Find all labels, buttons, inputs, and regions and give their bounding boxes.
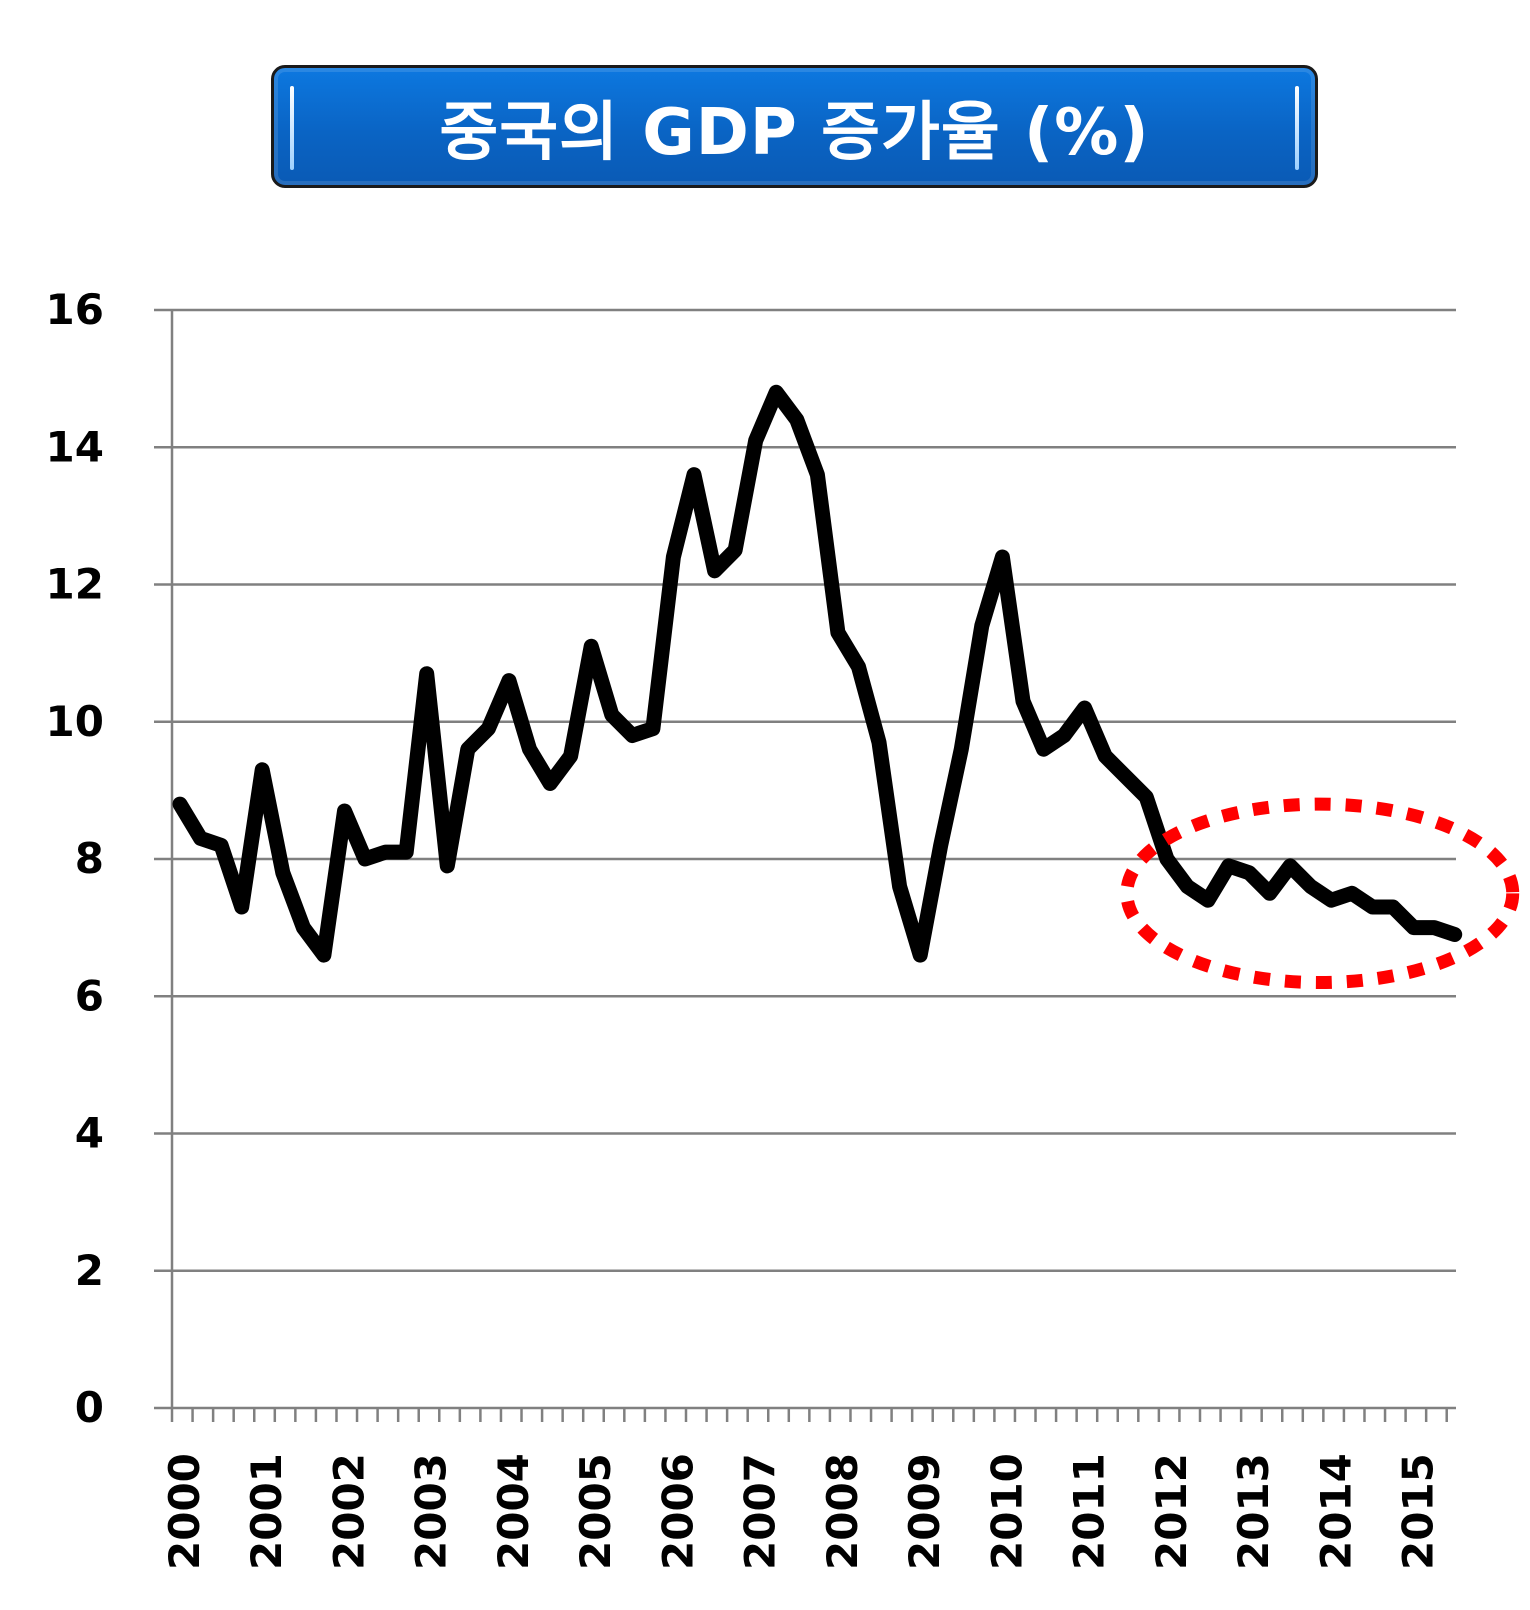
x-tick-label: 2002 — [324, 1453, 373, 1570]
y-tick-label: 4 — [75, 1109, 104, 1158]
y-tick-label: 16 — [46, 285, 104, 334]
y-tick-label: 0 — [75, 1383, 104, 1432]
y-tick-label: 8 — [75, 834, 104, 883]
x-tick-label: 2001 — [242, 1453, 291, 1570]
axes — [170, 310, 1448, 1422]
x-tick-label: 2009 — [900, 1453, 949, 1570]
x-tick-label: 2004 — [489, 1453, 538, 1570]
y-tick-label: 10 — [46, 697, 104, 746]
y-tick-label: 14 — [46, 422, 104, 471]
chart-title-banner: 중국의 GDP 증가율 (%) — [271, 65, 1318, 188]
chart-title: 중국의 GDP 증가율 (%) — [439, 95, 1150, 170]
y-tick-labels: 0 2 4 6 8 10 12 14 16 — [46, 285, 104, 1432]
highlight-ellipse — [1120, 797, 1520, 990]
x-tick-label: 2013 — [1229, 1453, 1278, 1570]
y-tick-label: 6 — [75, 971, 104, 1020]
x-tick-label: 2000 — [160, 1453, 209, 1570]
x-tick-label: 2006 — [653, 1453, 702, 1570]
x-tick-label: 2014 — [1311, 1453, 1360, 1570]
x-tick-label: 2015 — [1394, 1453, 1443, 1570]
gridlines — [154, 308, 1456, 1410]
x-tick-label: 2003 — [407, 1453, 456, 1570]
x-tick-labels: 2000 2001 2002 2003 2004 2005 2006 2007 2008 2009… — [160, 1453, 1443, 1570]
series-line-0 — [172, 384, 1463, 963]
x-tick-label: 2008 — [818, 1453, 867, 1570]
x-tick-label: 2005 — [571, 1453, 620, 1570]
x-tick-label: 2011 — [1065, 1453, 1114, 1570]
annotation-layer — [1120, 797, 1520, 990]
y-tick-label: 12 — [46, 560, 104, 609]
y-tick-label: 2 — [75, 1246, 104, 1295]
banner-right-accent — [1295, 86, 1299, 170]
x-tick-label: 2007 — [736, 1453, 785, 1570]
x-tick-label: 2012 — [1147, 1453, 1196, 1570]
x-tick-label: 2010 — [982, 1453, 1031, 1570]
series-layer — [172, 384, 1463, 963]
banner-left-accent — [290, 86, 294, 170]
